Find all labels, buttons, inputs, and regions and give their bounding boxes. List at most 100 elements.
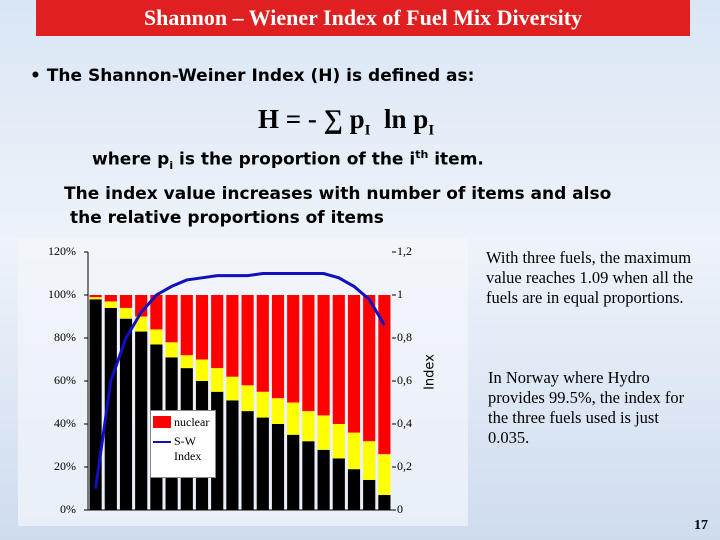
definition: where pi is the proportion of the ith it… — [92, 148, 484, 172]
legend-entry: S-W Index — [153, 434, 213, 464]
y-tick-label: 120% — [48, 244, 76, 258]
bar-segment — [302, 295, 315, 412]
bar-segment — [347, 295, 361, 433]
bar-segment — [180, 355, 193, 369]
y-tick-label: 20% — [54, 459, 76, 473]
bar-segment — [302, 441, 315, 510]
formula-sigma: ∑ — [323, 104, 343, 134]
formula-term: ln p — [384, 104, 429, 134]
text: item. — [428, 149, 484, 170]
bar-segment — [332, 458, 345, 510]
bar-segment — [104, 307, 117, 510]
bar-segment — [363, 441, 376, 480]
bar-segment — [135, 295, 148, 317]
text-line: the relative proportions of items — [70, 208, 384, 228]
bar-segment — [226, 295, 239, 377]
y2-tick-label: 0,8 — [397, 330, 412, 344]
text: is the proportion of the i — [173, 149, 416, 170]
bar-segment — [347, 469, 361, 510]
legend: nuclear S-W Index — [150, 410, 216, 478]
legend-label: S-W Index — [174, 434, 202, 463]
bar-segment — [287, 295, 300, 403]
bar-segment — [317, 449, 330, 510]
statement: The index value increases with number of… — [64, 182, 611, 230]
bar-segment — [271, 424, 285, 510]
bar-segment — [332, 424, 345, 459]
bar-segment — [378, 295, 391, 455]
bar-segment — [363, 295, 376, 442]
note: In Norway where Hydro provides 99.5%, th… — [488, 368, 685, 447]
note: With three fuels, the maximum value reac… — [486, 248, 694, 307]
bullet: • The Shannon-Weiner Index (H) is define… — [30, 66, 475, 86]
bar-segment — [119, 295, 133, 308]
bar-segment — [211, 368, 224, 392]
bar-segment — [195, 359, 209, 381]
y-tick-label: 60% — [54, 373, 76, 387]
bar-segment — [89, 295, 102, 298]
y2-tick-label: 1,2 — [397, 244, 412, 258]
legend-key — [153, 441, 171, 443]
bar-segment — [241, 295, 254, 386]
bullet-text: The Shannon-Weiner Index (H) is defined … — [46, 66, 475, 86]
bar-segment — [378, 454, 391, 495]
y-tick-label: 40% — [54, 416, 76, 430]
bar-segment — [180, 295, 193, 356]
formula-term: p — [349, 104, 365, 134]
bar-segment — [226, 376, 239, 401]
bar-segment — [150, 295, 163, 330]
legend-label: nuclear — [174, 415, 210, 429]
bar-segment — [317, 415, 330, 450]
bar-segment — [226, 400, 239, 510]
bar-segment — [104, 295, 117, 302]
bar-segment — [256, 417, 269, 510]
y-tick-label: 100% — [48, 287, 76, 301]
bar-segment — [363, 479, 376, 510]
bar-segment — [241, 411, 254, 510]
legend-entry: nuclear — [153, 415, 213, 430]
line — [94, 272, 386, 489]
text: th — [415, 148, 429, 161]
y2-axis-title: Index — [423, 354, 438, 390]
bar-segment — [150, 329, 163, 345]
page-number: 17 — [694, 518, 708, 533]
bar-segment — [256, 295, 269, 392]
bar-segment — [287, 434, 300, 510]
bar-segment — [271, 398, 285, 424]
bar-segment — [135, 331, 148, 510]
bar-segment — [211, 295, 224, 369]
bar-segment — [119, 318, 133, 510]
bar-segment — [317, 295, 330, 416]
text-line: The index value increases with number of… — [64, 184, 612, 204]
formula-sub: I — [364, 122, 371, 139]
bar-segment — [89, 297, 102, 300]
bar-segment — [332, 295, 345, 424]
y2-tick-label: 0 — [397, 502, 403, 516]
slide-title: Shannon – Wiener Index of Fuel Mix Diver… — [36, 0, 690, 36]
bar-segment — [195, 295, 209, 360]
bar-segment — [256, 391, 269, 418]
formula-lhs: H = - — [258, 104, 317, 134]
bar-segment — [165, 295, 178, 343]
formula: H = - ∑ pI ln pI — [258, 104, 434, 139]
bar-segment — [347, 432, 361, 470]
text: i — [169, 159, 174, 173]
y2-tick-label: 0,6 — [397, 373, 412, 387]
y-tick-label: 0% — [60, 502, 76, 516]
y2-tick-label: 1 — [397, 287, 403, 301]
bar-segment — [302, 411, 315, 442]
formula-sub: I — [428, 122, 435, 139]
bar-segment — [378, 494, 391, 510]
y2-tick-label: 0,2 — [397, 459, 412, 473]
legend-key — [153, 416, 171, 428]
bar-segment — [119, 307, 133, 319]
bar-segment — [165, 342, 178, 358]
bar-segment — [241, 385, 254, 412]
y2-tick-label: 0,4 — [397, 416, 412, 430]
text: where p — [92, 149, 170, 170]
bar-segment — [287, 402, 300, 435]
bar-segment — [271, 295, 285, 399]
y-tick-label: 80% — [54, 330, 76, 344]
bar-segment — [104, 301, 117, 308]
